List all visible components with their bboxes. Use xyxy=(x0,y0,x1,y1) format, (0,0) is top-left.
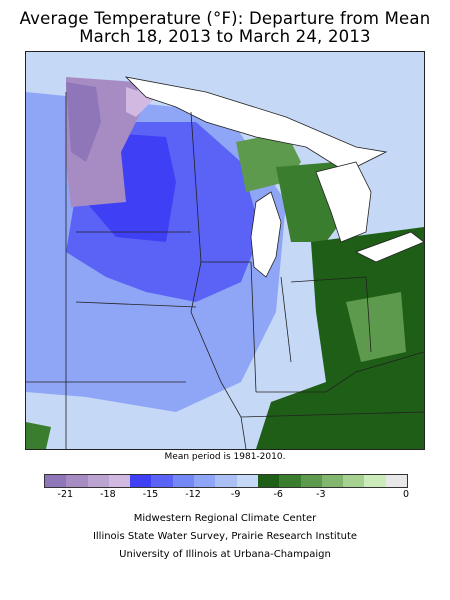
legend-tick-label: -12 xyxy=(185,489,201,500)
color-legend xyxy=(44,474,408,488)
legend-tick-label: -15 xyxy=(142,489,159,500)
legend-swatch xyxy=(300,475,322,487)
border-in-oh xyxy=(280,276,292,363)
legend-swatch xyxy=(194,475,216,487)
lake-michigan xyxy=(250,191,282,278)
legend-swatch xyxy=(236,475,258,487)
legend-swatch xyxy=(215,475,237,487)
legend-swatch xyxy=(343,475,365,487)
legend-swatch xyxy=(321,475,344,487)
green-region-ohio xyxy=(346,292,406,362)
border-il-mo xyxy=(190,311,247,449)
legend-tick-label: -3 xyxy=(316,489,326,500)
border-il-in xyxy=(250,261,257,393)
legend-tick-label: -9 xyxy=(230,489,241,500)
legend-tick-label: 0 xyxy=(402,489,410,500)
lake-superior xyxy=(124,76,388,173)
legend-swatch xyxy=(279,475,301,487)
legend-swatch xyxy=(45,475,67,487)
lake-erie xyxy=(354,231,424,263)
map-title: Average Temperature (°F): Departure from… xyxy=(0,10,450,46)
border-mi-oh xyxy=(290,276,367,283)
legend-swatch xyxy=(364,475,386,487)
state-borders xyxy=(26,92,424,449)
legend-swatch xyxy=(257,475,280,487)
legend-swatch xyxy=(66,475,88,487)
legend-swatch xyxy=(87,475,109,487)
legend-tick-label: -18 xyxy=(100,489,116,500)
title-line-2: March 18, 2013 to March 24, 2013 xyxy=(79,27,371,46)
border-ky-north xyxy=(256,351,424,393)
title-line-1: Average Temperature (°F): Departure from… xyxy=(19,9,431,28)
border-oh-wv xyxy=(365,276,372,353)
legend-swatch xyxy=(108,475,131,487)
legend-ticks: -21 -18 -15 -12 -9 -6 -3 0 xyxy=(44,489,410,501)
legend-tick-label: -21 xyxy=(57,489,74,500)
lake-huron xyxy=(315,161,372,243)
border-ia-mo xyxy=(75,301,197,308)
border-ky-tn xyxy=(240,411,424,418)
legend-tick-label: -6 xyxy=(273,489,283,500)
legend-swatch xyxy=(130,475,152,487)
legend-swatch xyxy=(172,475,195,487)
legend-swatch xyxy=(151,475,173,487)
green-region-southwest xyxy=(26,422,51,449)
dark-green-region-east xyxy=(256,227,424,449)
credits: Midwestern Regional Climate Center Illin… xyxy=(0,510,450,564)
dark-purple-region xyxy=(66,82,101,162)
mean-period-note: Mean period is 1981-2010. xyxy=(164,452,286,462)
temperature-map xyxy=(25,51,425,450)
credit-line-2: Illinois State Water Survey, Prairie Res… xyxy=(92,531,358,542)
map-svg xyxy=(26,52,424,449)
legend-swatch xyxy=(385,475,408,487)
credit-line-1: Midwestern Regional Climate Center xyxy=(133,513,317,524)
credit-line-3: University of Illinois at Urbana-Champai… xyxy=(119,549,331,560)
